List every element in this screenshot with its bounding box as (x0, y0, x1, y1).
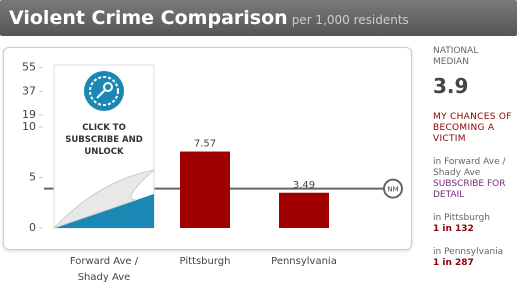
subscribe-link[interactable]: SUBSCRIBE FOR DETAIL (433, 179, 506, 200)
x-tick-label: Pittsburgh (179, 256, 231, 267)
key-head (103, 82, 113, 92)
odds-value: 1 in 132 (433, 224, 474, 234)
odds-list: in Forward Ave / Shady Ave SUBSCRIBE FOR … (433, 157, 515, 269)
y-tick-label: 0 (29, 221, 36, 234)
odds-place: in Forward Ave / Shady Ave (433, 157, 506, 178)
key-shaft (96, 89, 106, 99)
x-tick-label: Pennsylvania (271, 256, 337, 267)
header: Violent Crime Comparison per 1,000 reside… (0, 0, 517, 36)
chart-box (3, 47, 412, 250)
subtitle: per 1,000 residents (291, 13, 409, 27)
lock-overlay[interactable]: CLICK TO SUBSCRIBE AND UNLOCK (53, 64, 156, 229)
bar (180, 151, 230, 228)
median-marker-label: NM (387, 186, 398, 194)
lock-text-box[interactable]: CLICK TO SUBSCRIBE AND UNLOCK (58, 122, 150, 162)
y-tick-label: 55 (22, 61, 36, 74)
y-tick-label: 5 (29, 171, 36, 184)
y-tick-label: 19 (22, 108, 36, 121)
x-tick-label: Forward Ave / Shady Ave (69, 256, 139, 283)
sidebar: NATIONAL MEDIAN 3.9 MY CHANCES OF BECOMI… (433, 46, 515, 269)
lock-text[interactable]: CLICK TO SUBSCRIBE AND UNLOCK (65, 123, 143, 157)
title-row: Violent Crime Comparison per 1,000 reside… (9, 7, 409, 29)
bar (279, 192, 329, 228)
data-label: 7.57 (194, 139, 216, 150)
y-tick-label: 37 (22, 84, 36, 97)
lock-icon-ring (89, 76, 119, 106)
chances-title: MY CHANCES OF BECOMING A VICTIM (433, 112, 512, 144)
median-label: NATIONAL MEDIAN (433, 46, 479, 67)
odds-value: 1 in 287 (433, 258, 474, 268)
page-curl-fold (53, 169, 156, 229)
median-value: 3.9 (433, 74, 469, 98)
median-marker (383, 178, 403, 199)
odds-place: in Pennsylvania (433, 247, 504, 257)
title: Violent Crime Comparison (9, 7, 288, 29)
data-label: 3.49 (293, 180, 315, 191)
y-tick-label: 10 (22, 120, 36, 133)
odds-place: in Pittsburgh (433, 213, 490, 223)
